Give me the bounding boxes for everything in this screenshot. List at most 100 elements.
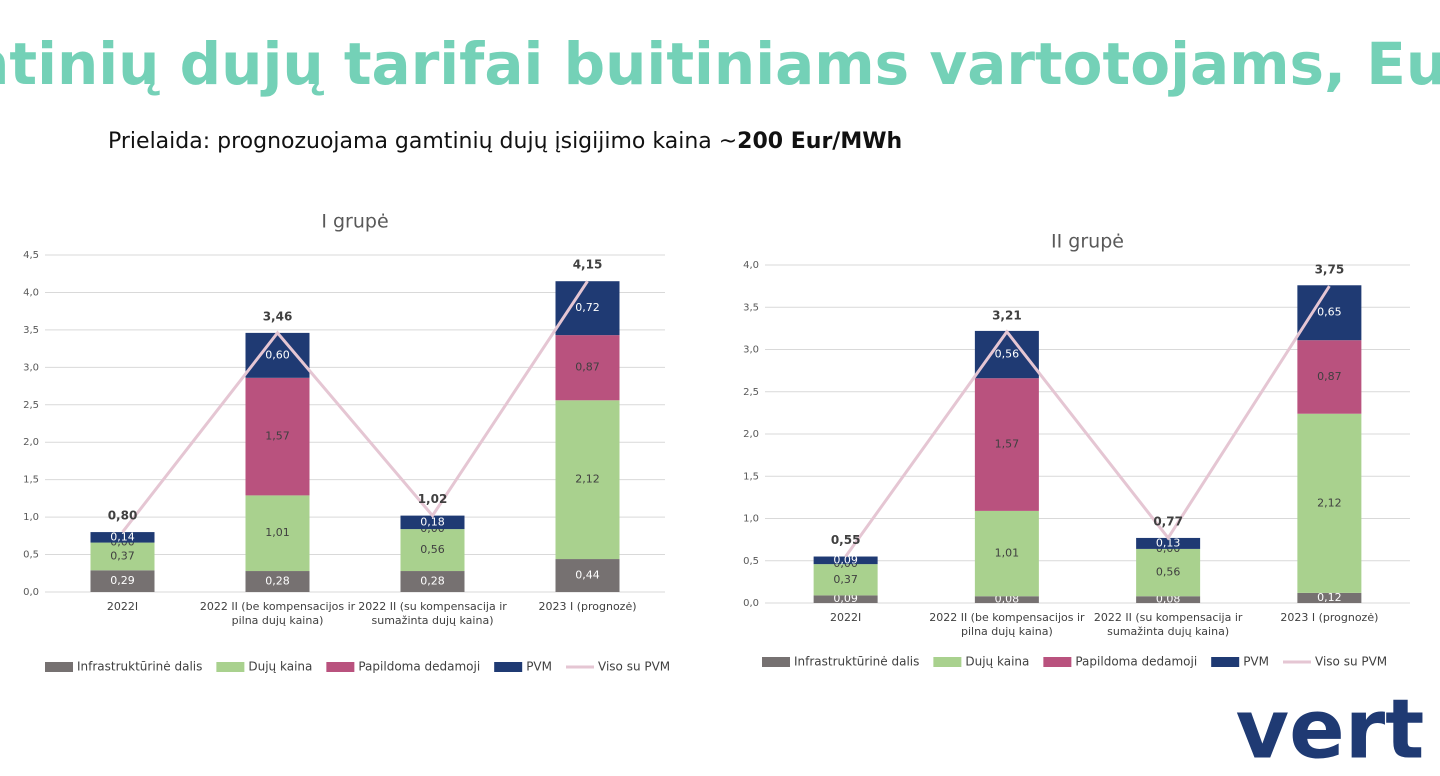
legend-label: PVM bbox=[1243, 655, 1269, 669]
x-tick-label: 2023 I (prognozė) bbox=[538, 600, 637, 613]
x-label-box: 2022 II (su kompensacija ir sumažinta du… bbox=[1093, 611, 1243, 638]
value-label: 0,87 bbox=[575, 361, 600, 374]
value-label: 0,56 bbox=[1156, 566, 1181, 579]
value-label: 2,12 bbox=[1317, 496, 1342, 509]
bar-segment bbox=[400, 515, 465, 530]
bar-segment bbox=[813, 595, 878, 603]
total-label: 3,75 bbox=[1315, 263, 1345, 277]
total-label: 3,21 bbox=[992, 308, 1022, 322]
legend-swatch bbox=[326, 662, 355, 672]
bar-segment bbox=[90, 542, 155, 571]
x-label-box: 2022I bbox=[106, 600, 139, 613]
chart-title: I grupė bbox=[321, 211, 388, 233]
value-label: 0,87 bbox=[1317, 370, 1342, 383]
value-label: 0,37 bbox=[110, 549, 135, 562]
bar-segment bbox=[813, 556, 878, 565]
x-tick-label: 2022I bbox=[106, 600, 139, 613]
y-tick-label: 0,0 bbox=[23, 587, 39, 598]
subtitle-bold: 200 Eur/MWh bbox=[737, 129, 902, 154]
value-label: 1,01 bbox=[995, 547, 1020, 560]
bar-segment bbox=[1136, 596, 1201, 603]
value-label: 0,14 bbox=[110, 530, 135, 543]
legend-label: Infrastruktūrinė dalis bbox=[77, 660, 202, 674]
total-label: 0,80 bbox=[108, 509, 138, 523]
total-label: 1,02 bbox=[418, 492, 448, 506]
value-label: 0,56 bbox=[420, 543, 445, 556]
bar-segment bbox=[813, 564, 878, 596]
legend-label: Viso su PVM bbox=[1315, 655, 1387, 669]
value-label: 0,37 bbox=[833, 573, 858, 586]
bar-segment bbox=[245, 571, 310, 592]
value-label: 0,18 bbox=[420, 515, 445, 528]
bar-segment bbox=[1297, 592, 1362, 603]
value-label: 0,28 bbox=[265, 575, 290, 588]
bar-segment bbox=[555, 281, 620, 336]
y-tick-label: 3,0 bbox=[23, 362, 39, 373]
legend-label: Viso su PVM bbox=[598, 660, 670, 674]
legend-label: Dujų kaina bbox=[248, 660, 312, 674]
x-tick-label: 2022 II (su kompensacija ir sumažinta du… bbox=[1093, 611, 1243, 638]
value-label: 0,13 bbox=[1156, 536, 1181, 549]
legend-label: Papildoma dedamoji bbox=[358, 660, 480, 674]
x-label-box: 2022 II (be kompensacijos ir pilna dujų … bbox=[929, 611, 1084, 638]
bar-segment bbox=[974, 510, 1039, 597]
y-tick-label: 4,0 bbox=[23, 287, 39, 298]
bar-segment bbox=[1297, 285, 1362, 341]
value-label: 0,29 bbox=[110, 574, 135, 587]
y-tick-label: 2,0 bbox=[23, 437, 39, 448]
bar-segment bbox=[555, 559, 620, 592]
bar-segment bbox=[555, 400, 620, 560]
bar-segment bbox=[400, 529, 465, 572]
bar-segment bbox=[1136, 548, 1201, 597]
bar-segment bbox=[245, 332, 310, 378]
legend-swatch bbox=[1211, 657, 1240, 667]
legend-swatch bbox=[216, 662, 245, 672]
value-label: 0,28 bbox=[420, 575, 445, 588]
bar-segment bbox=[1297, 340, 1362, 414]
total-label: 3,46 bbox=[263, 309, 293, 323]
x-label-box: 2022 II (be kompensacijos ir pilna dujų … bbox=[200, 600, 355, 627]
x-label-box: 2022 II (su kompensacija ir sumažinta du… bbox=[358, 600, 507, 627]
y-tick-label: 4,5 bbox=[23, 250, 39, 261]
value-label: 0,60 bbox=[265, 348, 290, 361]
value-label: 0,72 bbox=[575, 301, 600, 314]
bar-segment bbox=[245, 377, 310, 496]
legend-swatch bbox=[494, 662, 523, 672]
bar-segment bbox=[245, 495, 310, 572]
value-label: 1,01 bbox=[265, 526, 290, 539]
legend-swatch bbox=[762, 657, 790, 667]
y-tick-label: 3,5 bbox=[743, 302, 759, 313]
value-label: 0,09 bbox=[833, 553, 858, 566]
total-label: 0,77 bbox=[1153, 514, 1183, 528]
value-label: 0,56 bbox=[995, 348, 1020, 361]
y-tick-label: 3,5 bbox=[23, 325, 39, 336]
legend-label: Dujų kaina bbox=[965, 655, 1029, 669]
bar-segment bbox=[1136, 537, 1201, 549]
value-label: 0,12 bbox=[1317, 591, 1342, 604]
subtitle-text: Prielaida: prognozuojama gamtinių dujų į… bbox=[108, 129, 737, 154]
y-tick-label: 3,0 bbox=[743, 345, 759, 356]
legend-label: Infrastruktūrinė dalis bbox=[794, 655, 919, 669]
total-line bbox=[121, 280, 589, 534]
legend-swatch bbox=[933, 657, 962, 667]
bar-segment bbox=[974, 378, 1039, 511]
y-tick-label: 0,5 bbox=[23, 550, 39, 561]
y-tick-label: 1,0 bbox=[23, 512, 39, 523]
bar-segment bbox=[555, 335, 620, 401]
value-label: 1,57 bbox=[265, 430, 290, 443]
y-tick-label: 4,0 bbox=[743, 260, 759, 271]
legend-label: PVM bbox=[526, 660, 552, 674]
x-label-box: 2023 I (prognozė) bbox=[1280, 611, 1379, 624]
y-tick-label: 1,0 bbox=[743, 514, 759, 525]
x-tick-label: 2022I bbox=[830, 611, 862, 624]
value-label: 1,57 bbox=[995, 438, 1020, 451]
bar-segment bbox=[400, 571, 465, 592]
x-tick-label: 2023 I (prognozė) bbox=[1280, 611, 1379, 624]
bar-segment bbox=[974, 330, 1039, 379]
slide-title: Gamtinių dujų tarifai buitiniams vartoto… bbox=[0, 30, 1440, 98]
y-tick-label: 1,5 bbox=[743, 471, 759, 482]
x-label-box: 2022I bbox=[830, 611, 862, 624]
legend-swatch bbox=[1043, 657, 1072, 667]
y-tick-label: 2,0 bbox=[743, 429, 759, 440]
